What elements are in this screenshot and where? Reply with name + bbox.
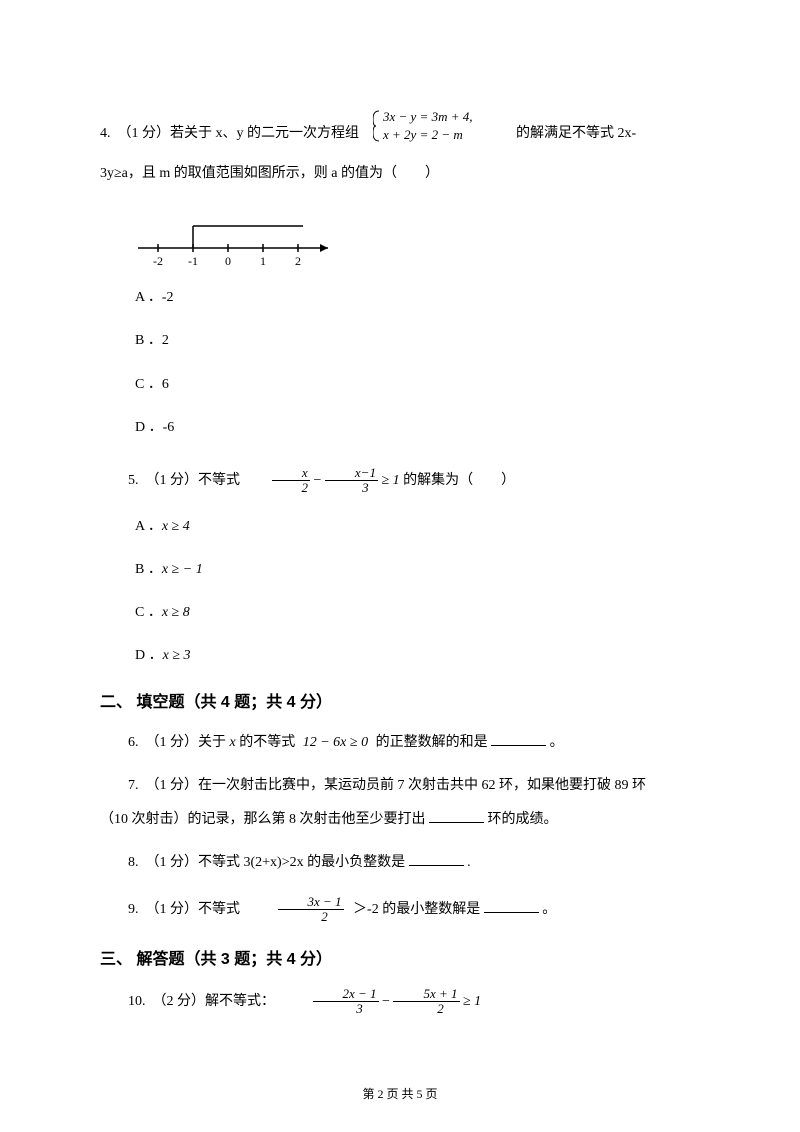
q5-optA: A ．x ≥ 4 (100, 514, 700, 539)
q8: 8. （1 分）不等式 3(2+x)>2x 的最小负整数是 . (100, 850, 700, 875)
q8-blank[interactable] (409, 852, 464, 866)
q4-optC: C ．6 (100, 372, 700, 397)
q4-numberline: -2 -1 0 1 2 (128, 218, 700, 273)
q7-blank[interactable] (429, 809, 484, 823)
q4-eq2: x + 2y = 2 − m (382, 127, 463, 142)
q4-system: 3x − y = 3m + 4, x + 2y = 2 − m (373, 107, 503, 145)
q5-optC: C ．x ≥ 8 (100, 600, 700, 625)
q10: 10. （2 分）解不等式： 2x − 13 − 5x + 12 ≥ 1 (100, 987, 700, 1017)
q4-eq1: 3x − y = 3m + 4, (382, 109, 473, 124)
page-footer: 第 2 页 共 5 页 (0, 1085, 800, 1102)
q7-line2: （10 次射击）的记录，那么第 8 次射击他至少要打出 环的成绩。 (100, 807, 700, 832)
q9-frac: 3x − 12 (250, 895, 344, 925)
q4-stem-b: 的解满足不等式 2x- (516, 126, 636, 141)
q6-blank[interactable] (491, 732, 546, 746)
svg-text:-1: -1 (188, 254, 198, 268)
q5-stem-b: 的解集为（ ） (403, 473, 515, 488)
q4-stem-a: 4. （1 分）若关于 x、y 的二元一次方程组 (100, 126, 359, 141)
q5-expr: x2 − x−13 ≥ 1 (244, 466, 400, 496)
q7-line1: 7. （1 分）在一次射击比赛中，某运动员前 7 次射击共中 62 环，如果他要… (100, 773, 700, 798)
section2-heading: 二、 填空题（共 4 题；共 4 分） (100, 688, 700, 712)
q9-blank[interactable] (484, 899, 539, 913)
q4-optD: D ．-6 (100, 415, 700, 440)
q4-stem-line2: 3y≥a，且 m 的取值范围如图所示，则 a 的值为（ ） (100, 161, 700, 186)
section3-heading: 三、 解答题（共 3 题；共 4 分） (100, 945, 700, 969)
q4-stem: 4. （1 分）若关于 x、y 的二元一次方程组 3x − y = 3m + 4… (100, 115, 700, 153)
q6: 6. （1 分）关于 x 的不等式 12 − 6x ≥ 0 的正整数解的和是 。 (100, 730, 700, 755)
q5-optD: D ．x ≥ 3 (100, 643, 700, 668)
q5-stem-a: 5. （1 分）不等式 (128, 473, 240, 488)
q9: 9. （1 分）不等式 3x − 12 ＞-2 的最小整数解是 。 (100, 895, 700, 925)
svg-text:0: 0 (225, 254, 231, 268)
svg-text:1: 1 (260, 254, 266, 268)
q10-expr: 2x − 13 − 5x + 12 ≥ 1 (285, 987, 482, 1017)
svg-text:-2: -2 (153, 254, 163, 268)
q5-stem: 5. （1 分）不等式 x2 − x−13 ≥ 1 的解集为（ ） (100, 466, 700, 496)
q4-optB: B ．2 (100, 328, 700, 353)
q5-optB: B ．x ≥ − 1 (100, 557, 700, 582)
svg-text:2: 2 (295, 254, 301, 268)
q4-optA: A ．-2 (100, 285, 700, 310)
